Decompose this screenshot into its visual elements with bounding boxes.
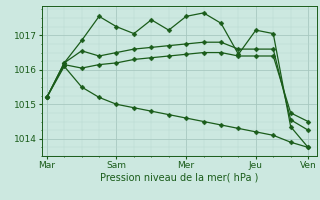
X-axis label: Pression niveau de la mer( hPa ): Pression niveau de la mer( hPa ) — [100, 173, 258, 183]
